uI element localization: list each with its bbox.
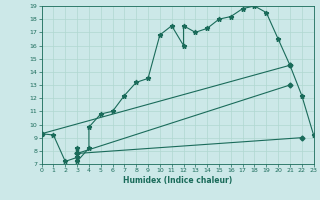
X-axis label: Humidex (Indice chaleur): Humidex (Indice chaleur)	[123, 176, 232, 185]
